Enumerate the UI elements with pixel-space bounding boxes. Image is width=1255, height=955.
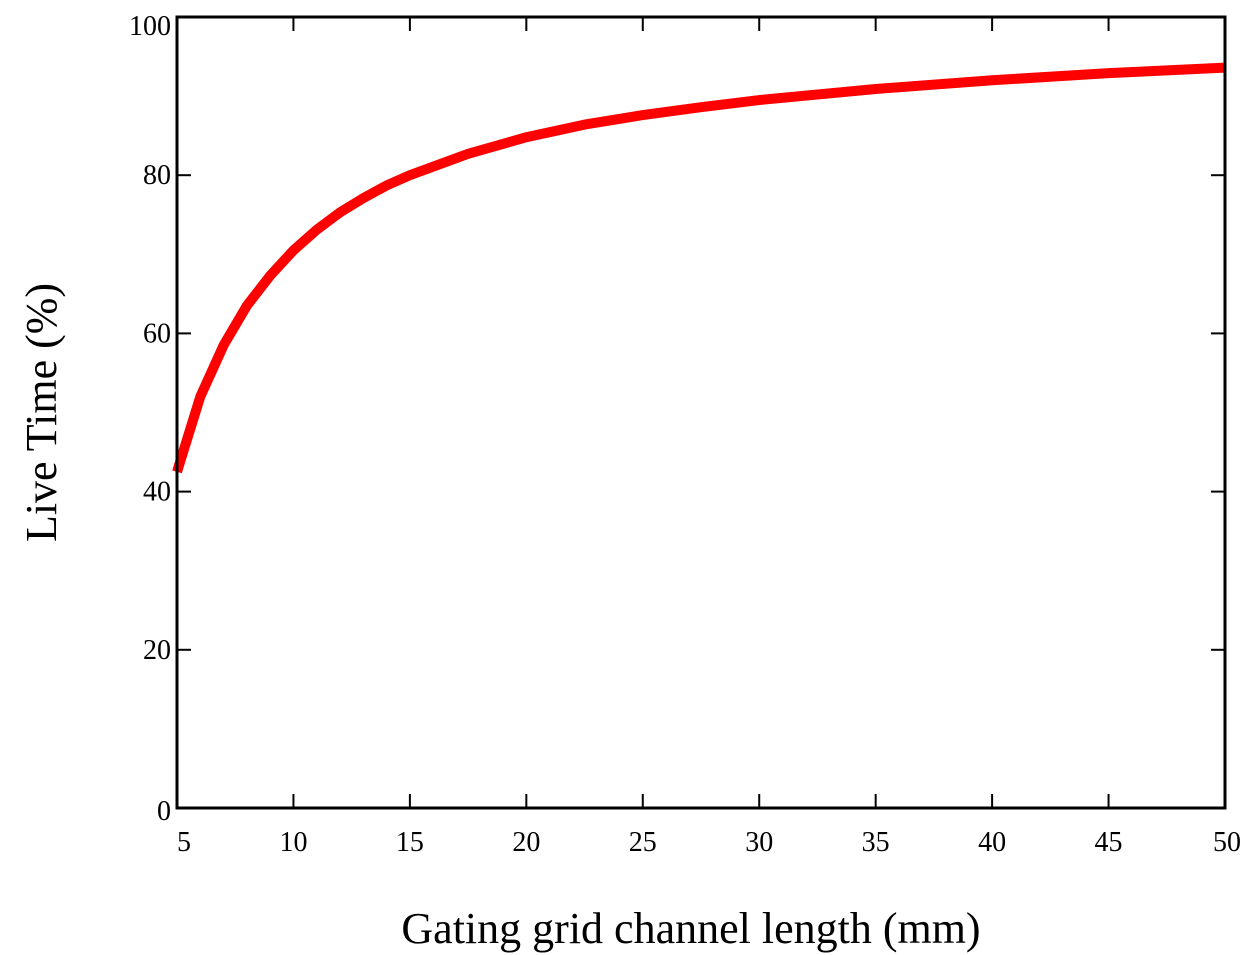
x-tick-label: 15 [396,827,424,858]
y-tick-label: 100 [129,11,171,42]
y-axis-title: Live Time (%) [17,283,66,542]
x-tick-label: 10 [279,827,307,858]
x-tick-label: 40 [978,827,1006,858]
series-line [172,62,1226,474]
x-tick-label: 20 [512,827,540,858]
x-tick-label: 45 [1095,827,1123,858]
x-tick-labels: 5 10 15 20 25 30 35 40 45 50 [177,827,1241,858]
x-tick-label: 5 [177,827,191,858]
y-tick-label: 20 [143,635,171,666]
plot-area-frame [175,15,1227,810]
x-tick-label: 25 [629,827,657,858]
y-tick-marks [177,16,1225,809]
x-tick-label: 50 [1213,827,1241,858]
y-tick-label: 0 [157,796,171,827]
x-axis-title: Gating grid channel length (mm) [401,904,980,953]
y-tick-label: 40 [143,477,171,508]
x-tick-label: 30 [745,827,773,858]
y-tick-label: 60 [143,318,171,349]
x-tick-marks [176,17,1226,808]
series-layer [172,62,1226,474]
x-tick-label: 35 [862,827,890,858]
y-tick-labels: 0 20 40 60 80 100 [129,11,171,827]
y-tick-label: 80 [143,160,171,191]
